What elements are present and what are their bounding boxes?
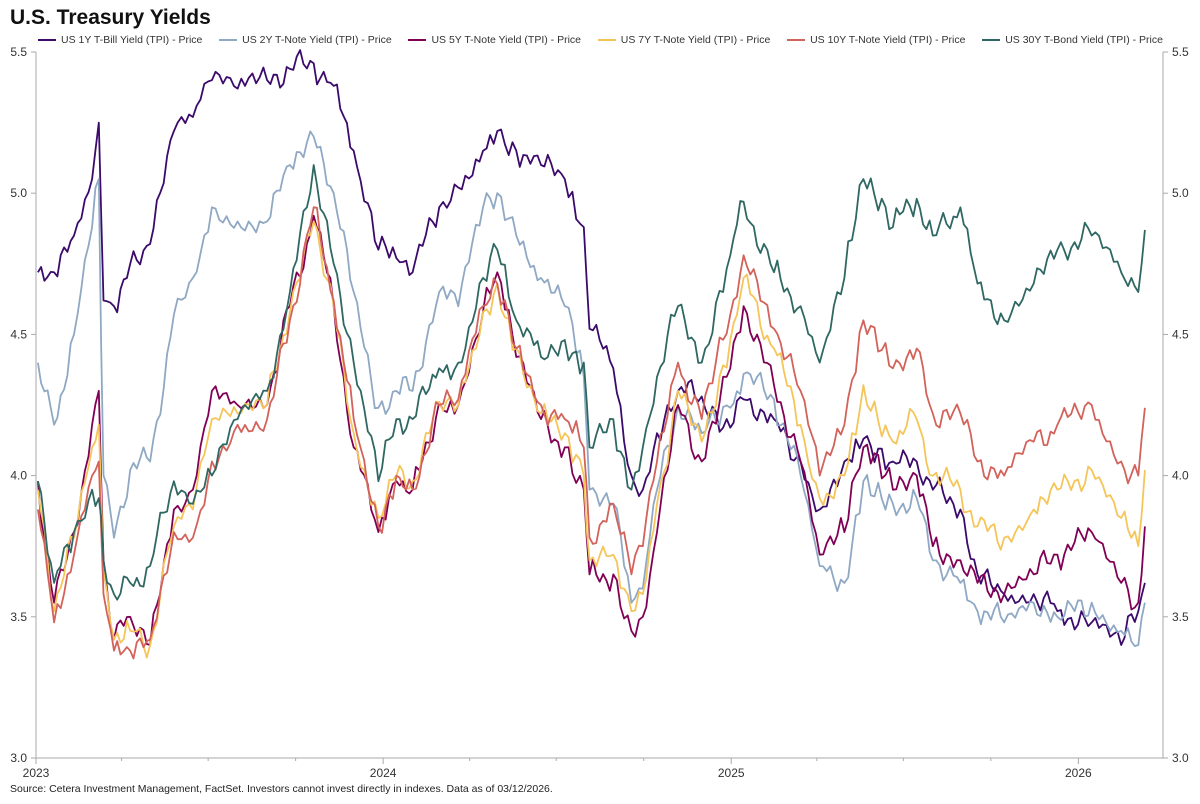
legend-swatch-7y — [597, 39, 616, 41]
source-note: Source: Cetera Investment Management, Fa… — [10, 783, 553, 795]
series-line-1y — [37, 49, 1146, 646]
legend-label-30y: US 30Y T-Bond Yield (TPI) - Price — [1005, 34, 1163, 46]
legend-label-2y: US 2Y T-Note Yield (TPI) - Price — [242, 34, 392, 46]
series-line-7y — [37, 220, 1146, 659]
legend-swatch-10y — [787, 39, 806, 41]
series-line-10y — [37, 206, 1146, 660]
series-line-5y — [37, 214, 1146, 646]
y-tick-label-left: 4.5 — [10, 327, 27, 341]
y-tick-label-right: 3.5 — [1172, 610, 1189, 624]
legend-label-7y: US 7Y T-Note Yield (TPI) - Price — [620, 34, 771, 46]
legend-swatch-30y — [982, 39, 1001, 41]
x-tick-label: 2025 — [718, 766, 745, 780]
y-tick-label-right: 5.0 — [1172, 186, 1189, 200]
y-tick-label-right: 5.5 — [1172, 45, 1189, 59]
legend-item-1y: US 1Y T-Bill Yield (TPI) - Price — [38, 34, 202, 46]
legend-label-5y: US 5Y T-Note Yield (TPI) - Price — [431, 34, 582, 46]
chart-series-group — [37, 49, 1146, 660]
y-tick-label-right: 3.0 — [1172, 751, 1189, 765]
legend-swatch-5y — [408, 39, 427, 41]
y-tick-label-left: 3.0 — [10, 751, 27, 765]
legend-item-5y: US 5Y T-Note Yield (TPI) - Price — [408, 34, 581, 46]
legend-swatch-1y — [38, 39, 56, 41]
legend-item-10y: US 10Y T-Note Yield (TPI) - Price — [787, 34, 965, 46]
y-tick-label-right: 4.5 — [1172, 327, 1189, 341]
y-tick-label-left: 3.5 — [10, 610, 27, 624]
series-line-2y — [37, 130, 1146, 647]
legend-swatch-2y — [219, 39, 238, 41]
y-tick-label-left: 5.5 — [10, 45, 27, 59]
chart-title: U.S. Treasury Yields — [10, 6, 211, 29]
legend-label-1y: US 1Y T-Bill Yield (TPI) - Price — [61, 34, 203, 46]
chart-axes: 3.0 3.0 3.5 3.5 4.0 4.0 4.5 4.5 5.0 5.0 5.5 5.5 2023… — [10, 45, 1189, 780]
y-tick-label-left: 5.0 — [10, 186, 27, 200]
x-tick-label: 2023 — [23, 766, 50, 780]
legend-item-2y: US 2Y T-Note Yield (TPI) - Price — [219, 34, 392, 46]
chart-legend: US 1Y T-Bill Yield (TPI) - Price US 2Y T… — [38, 34, 1163, 46]
y-tick-label-right: 4.0 — [1172, 469, 1189, 483]
y-tick-label-left: 4.0 — [10, 469, 27, 483]
x-tick-label: 2026 — [1065, 766, 1092, 780]
legend-label-10y: US 10Y T-Note Yield (TPI) - Price — [810, 34, 966, 46]
legend-item-7y: US 7Y T-Note Yield (TPI) - Price — [597, 34, 771, 46]
legend-item-30y: US 30Y T-Bond Yield (TPI) - Price — [982, 34, 1163, 46]
x-tick-label: 2024 — [370, 766, 397, 780]
series-line-30y — [37, 164, 1146, 601]
